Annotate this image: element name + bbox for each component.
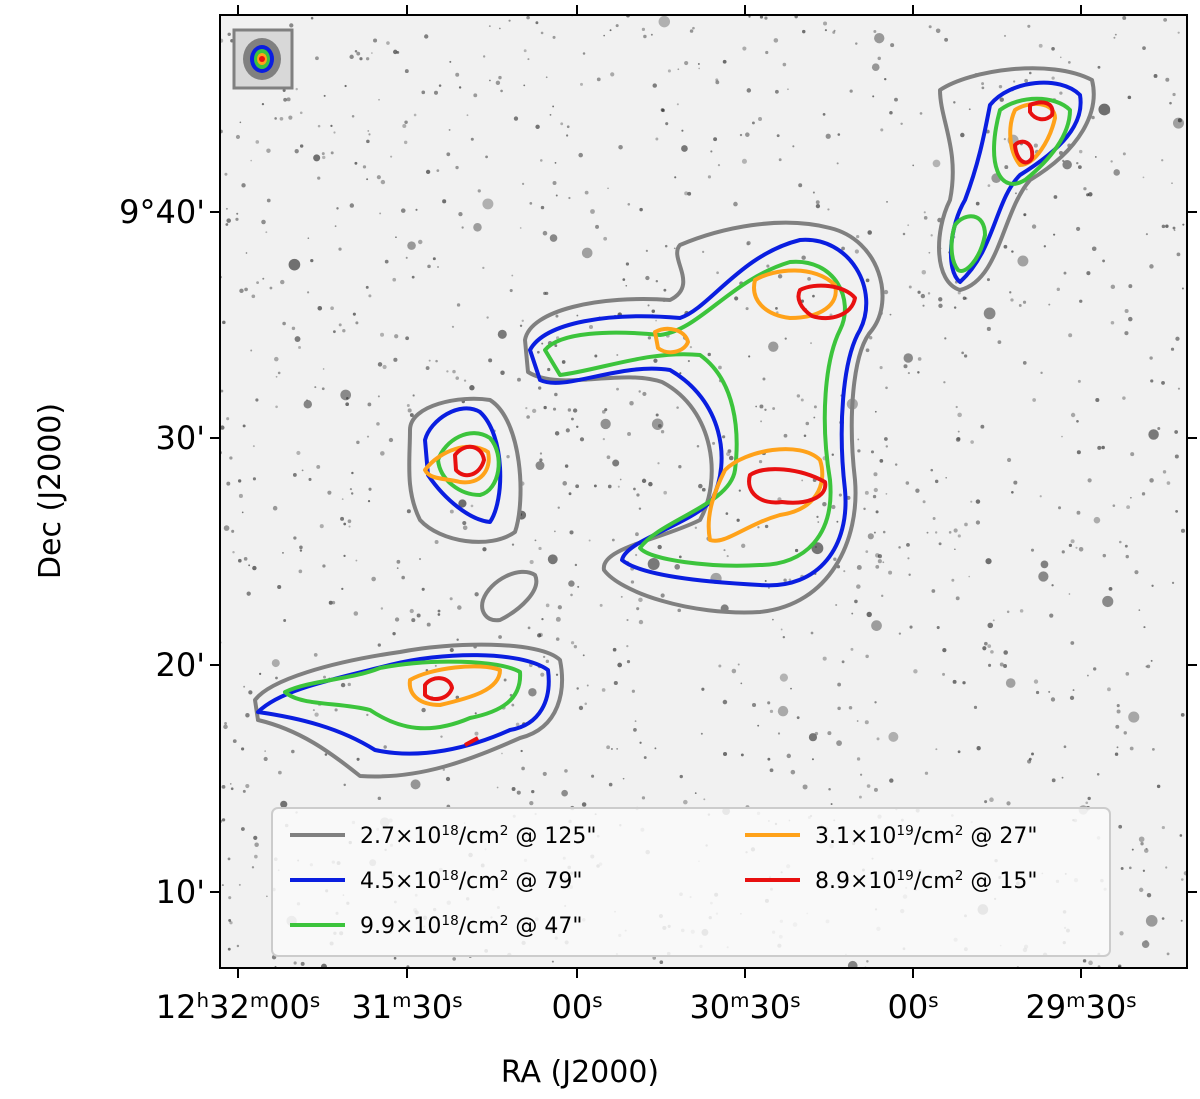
x-tick-label-part: 32	[209, 988, 250, 1026]
contour	[948, 80, 1083, 284]
x-tick-label: 31m30s	[351, 988, 462, 1026]
legend-label-part: @ 27"	[963, 824, 1037, 849]
contour	[1008, 101, 1057, 167]
legend-label-sup: 18	[441, 868, 458, 884]
legend-label-sup: 19	[896, 823, 913, 839]
legend-label: 8.9×1019/cm2 @ 15"	[815, 868, 1038, 894]
legend-label-part: /cm	[914, 869, 955, 894]
legend-label-sup: 2	[500, 868, 509, 884]
legend-label-part: 3.1×10	[815, 824, 896, 849]
x-tick-label-sup: s	[592, 989, 602, 1012]
legend-label: 2.7×1018/cm2 @ 125"	[360, 823, 597, 849]
legend-label-part: @ 125"	[508, 824, 596, 849]
x-tick-label-sup: m	[392, 989, 411, 1012]
legend-label-sup: 18	[441, 823, 458, 839]
x-tick-label-part: 00	[551, 988, 592, 1026]
contour	[949, 214, 987, 273]
x-tick-label-part: 31	[351, 988, 392, 1026]
x-tick-label-sup: m	[250, 989, 269, 1012]
contour	[937, 66, 1096, 292]
contour	[423, 676, 454, 702]
x-tick-label: 30m30s	[689, 988, 800, 1026]
contour	[407, 396, 523, 544]
x-tick-label-part: 29	[1025, 988, 1066, 1026]
y-tick-label: 10'	[155, 873, 205, 911]
legend-label-part: /cm	[459, 824, 500, 849]
contour	[423, 444, 491, 485]
x-tick-label-part: 00	[269, 988, 310, 1026]
x-tick-label: 00s	[551, 988, 602, 1026]
y-tick-label: 20'	[155, 646, 205, 684]
legend: 2.7×1018/cm2 @ 125"4.5×1018/cm2 @ 79"9.9…	[271, 807, 1111, 957]
x-tick-label-part: 12	[156, 988, 197, 1026]
x-tick-label-sup: s	[1126, 989, 1136, 1012]
x-tick-label-sup: m	[1066, 989, 1085, 1012]
contour	[436, 431, 501, 497]
x-tick-label-part: 30	[689, 988, 730, 1026]
contour	[283, 659, 523, 731]
legend-label-sup: 2	[500, 823, 509, 839]
legend-label: 3.1×1019/cm2 @ 27"	[815, 823, 1038, 849]
y-tick-label: 9°40'	[119, 193, 205, 231]
contour	[528, 237, 869, 588]
x-tick-label-sup: s	[452, 989, 462, 1012]
x-tick-label: 12h32m00s	[156, 988, 320, 1026]
x-tick-label-part: 00	[887, 988, 928, 1026]
legend-label-part: /cm	[459, 914, 500, 939]
x-tick-label-sup: s	[310, 989, 320, 1012]
legend-label: 4.5×1018/cm2 @ 79"	[360, 868, 583, 894]
contour	[407, 664, 502, 707]
legend-label-part: 2.7×10	[360, 824, 441, 849]
legend-label-part: 4.5×10	[360, 869, 441, 894]
legend-label-sup: 2	[500, 913, 509, 929]
legend-label-part: @ 79"	[508, 869, 582, 894]
y-axis-label: Dec (J2000)	[33, 403, 68, 579]
x-tick-label-sup: h	[197, 989, 210, 1012]
legend-label-part: 9.9×10	[360, 914, 441, 939]
legend-label: 9.9×1018/cm2 @ 47"	[360, 913, 583, 939]
legend-label-part: 8.9×10	[815, 869, 896, 894]
contour	[253, 642, 564, 779]
x-tick-label-sup: s	[790, 989, 800, 1012]
beam	[232, 28, 294, 90]
legend-label-sup: 2	[955, 868, 964, 884]
legend-label-sup: 19	[896, 868, 913, 884]
legend-label-part: /cm	[914, 824, 955, 849]
contour	[464, 736, 479, 747]
x-tick-label-sup: s	[928, 989, 938, 1012]
contour	[480, 569, 539, 623]
contour	[747, 467, 828, 505]
contour	[796, 283, 857, 321]
y-tick-label: 30'	[155, 419, 205, 457]
legend-label-sup: 18	[441, 913, 458, 929]
legend-label-part: @ 47"	[508, 914, 582, 939]
x-tick-label-sup: m	[730, 989, 749, 1012]
plot-frame	[219, 14, 1188, 969]
axes: 12h32m00s 31m30s 00s 30m30s 00s 29m30s9°40'30…	[119, 5, 1197, 1026]
contour	[453, 444, 486, 478]
contours	[253, 66, 1096, 779]
contour	[992, 96, 1072, 186]
contour	[706, 447, 825, 543]
x-tick-label-part: 30	[1085, 988, 1126, 1026]
legend-label-part: /cm	[459, 869, 500, 894]
contour	[1013, 139, 1035, 165]
contour	[423, 406, 503, 524]
x-tick-label-part: 30	[411, 988, 452, 1026]
stars	[220, 15, 1187, 968]
contour	[653, 326, 690, 355]
contour	[543, 259, 847, 568]
contour	[752, 268, 838, 320]
x-tick-label-part: 30	[749, 988, 790, 1026]
x-tick-label: 00s	[887, 988, 938, 1026]
x-axis-label: RA (J2000)	[501, 1055, 659, 1090]
legend-label-sup: 2	[955, 823, 964, 839]
contour	[1028, 100, 1055, 122]
x-tick-label: 29m30s	[1025, 988, 1136, 1026]
contour	[523, 220, 885, 615]
legend-label-part: @ 15"	[963, 869, 1037, 894]
